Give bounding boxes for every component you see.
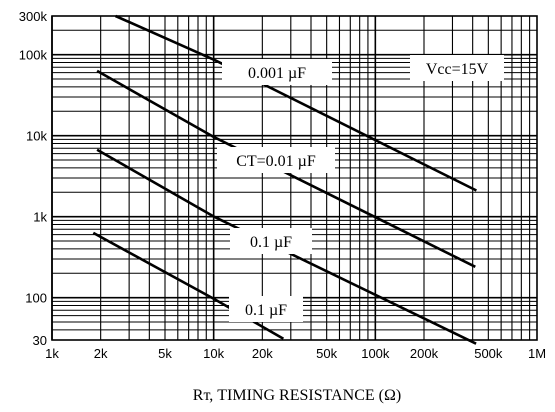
annotation-box — [217, 147, 335, 173]
series-line-0 — [114, 14, 477, 192]
x-tick-label: 50k — [316, 346, 337, 361]
series-line-1 — [96, 69, 476, 268]
x-tick-label: 5k — [158, 346, 172, 361]
annotation-box — [230, 228, 312, 254]
chart-annotations: 0.001 µF CT=0.01 µF 0.1 µF 0.1 µF Vcc=15V — [217, 55, 504, 322]
series-line-3 — [92, 231, 285, 340]
y-tick-label: 300k — [19, 9, 48, 24]
x-tick-label: 10k — [203, 346, 224, 361]
annotation-label: 0.1 µF — [245, 302, 287, 319]
x-tick-label: 1M — [528, 346, 546, 361]
y-tick-label: 100 — [25, 291, 47, 306]
x-axis-title: Rт, TIMING RESISTANCE (Ω) — [193, 387, 401, 404]
y-tick-label: 30 — [33, 333, 47, 348]
x-tick-label: 2k — [94, 346, 108, 361]
x-tick-label: 200k — [410, 346, 439, 361]
annotation-box — [229, 296, 303, 322]
annotation-label: 0.001 µF — [248, 65, 306, 82]
annotation-label: CT=0.01 µF — [236, 153, 316, 170]
series-line-2 — [96, 148, 477, 345]
y-tick-label: 100k — [19, 48, 48, 63]
x-tick-label: 100k — [361, 346, 390, 361]
annotation-box — [410, 55, 504, 81]
x-tick-label: 1k — [45, 346, 59, 361]
chart-tick-labels: 1k 2k 5k 10k 20k 50k 100k 200k 500k 1M 30 100 1k 10k 1… — [19, 9, 546, 361]
y-tick-label: 10k — [26, 129, 47, 144]
x-tick-label: 20k — [252, 346, 273, 361]
annotation-box — [222, 59, 332, 85]
plot-frame — [51, 15, 538, 341]
x-tick-label: 500k — [474, 346, 503, 361]
y-tick-label: 1k — [33, 210, 47, 225]
annotation-label: 0.1 µF — [250, 234, 292, 251]
chart-curves — [92, 14, 477, 345]
annotation-label: Vcc=15V — [426, 61, 489, 78]
